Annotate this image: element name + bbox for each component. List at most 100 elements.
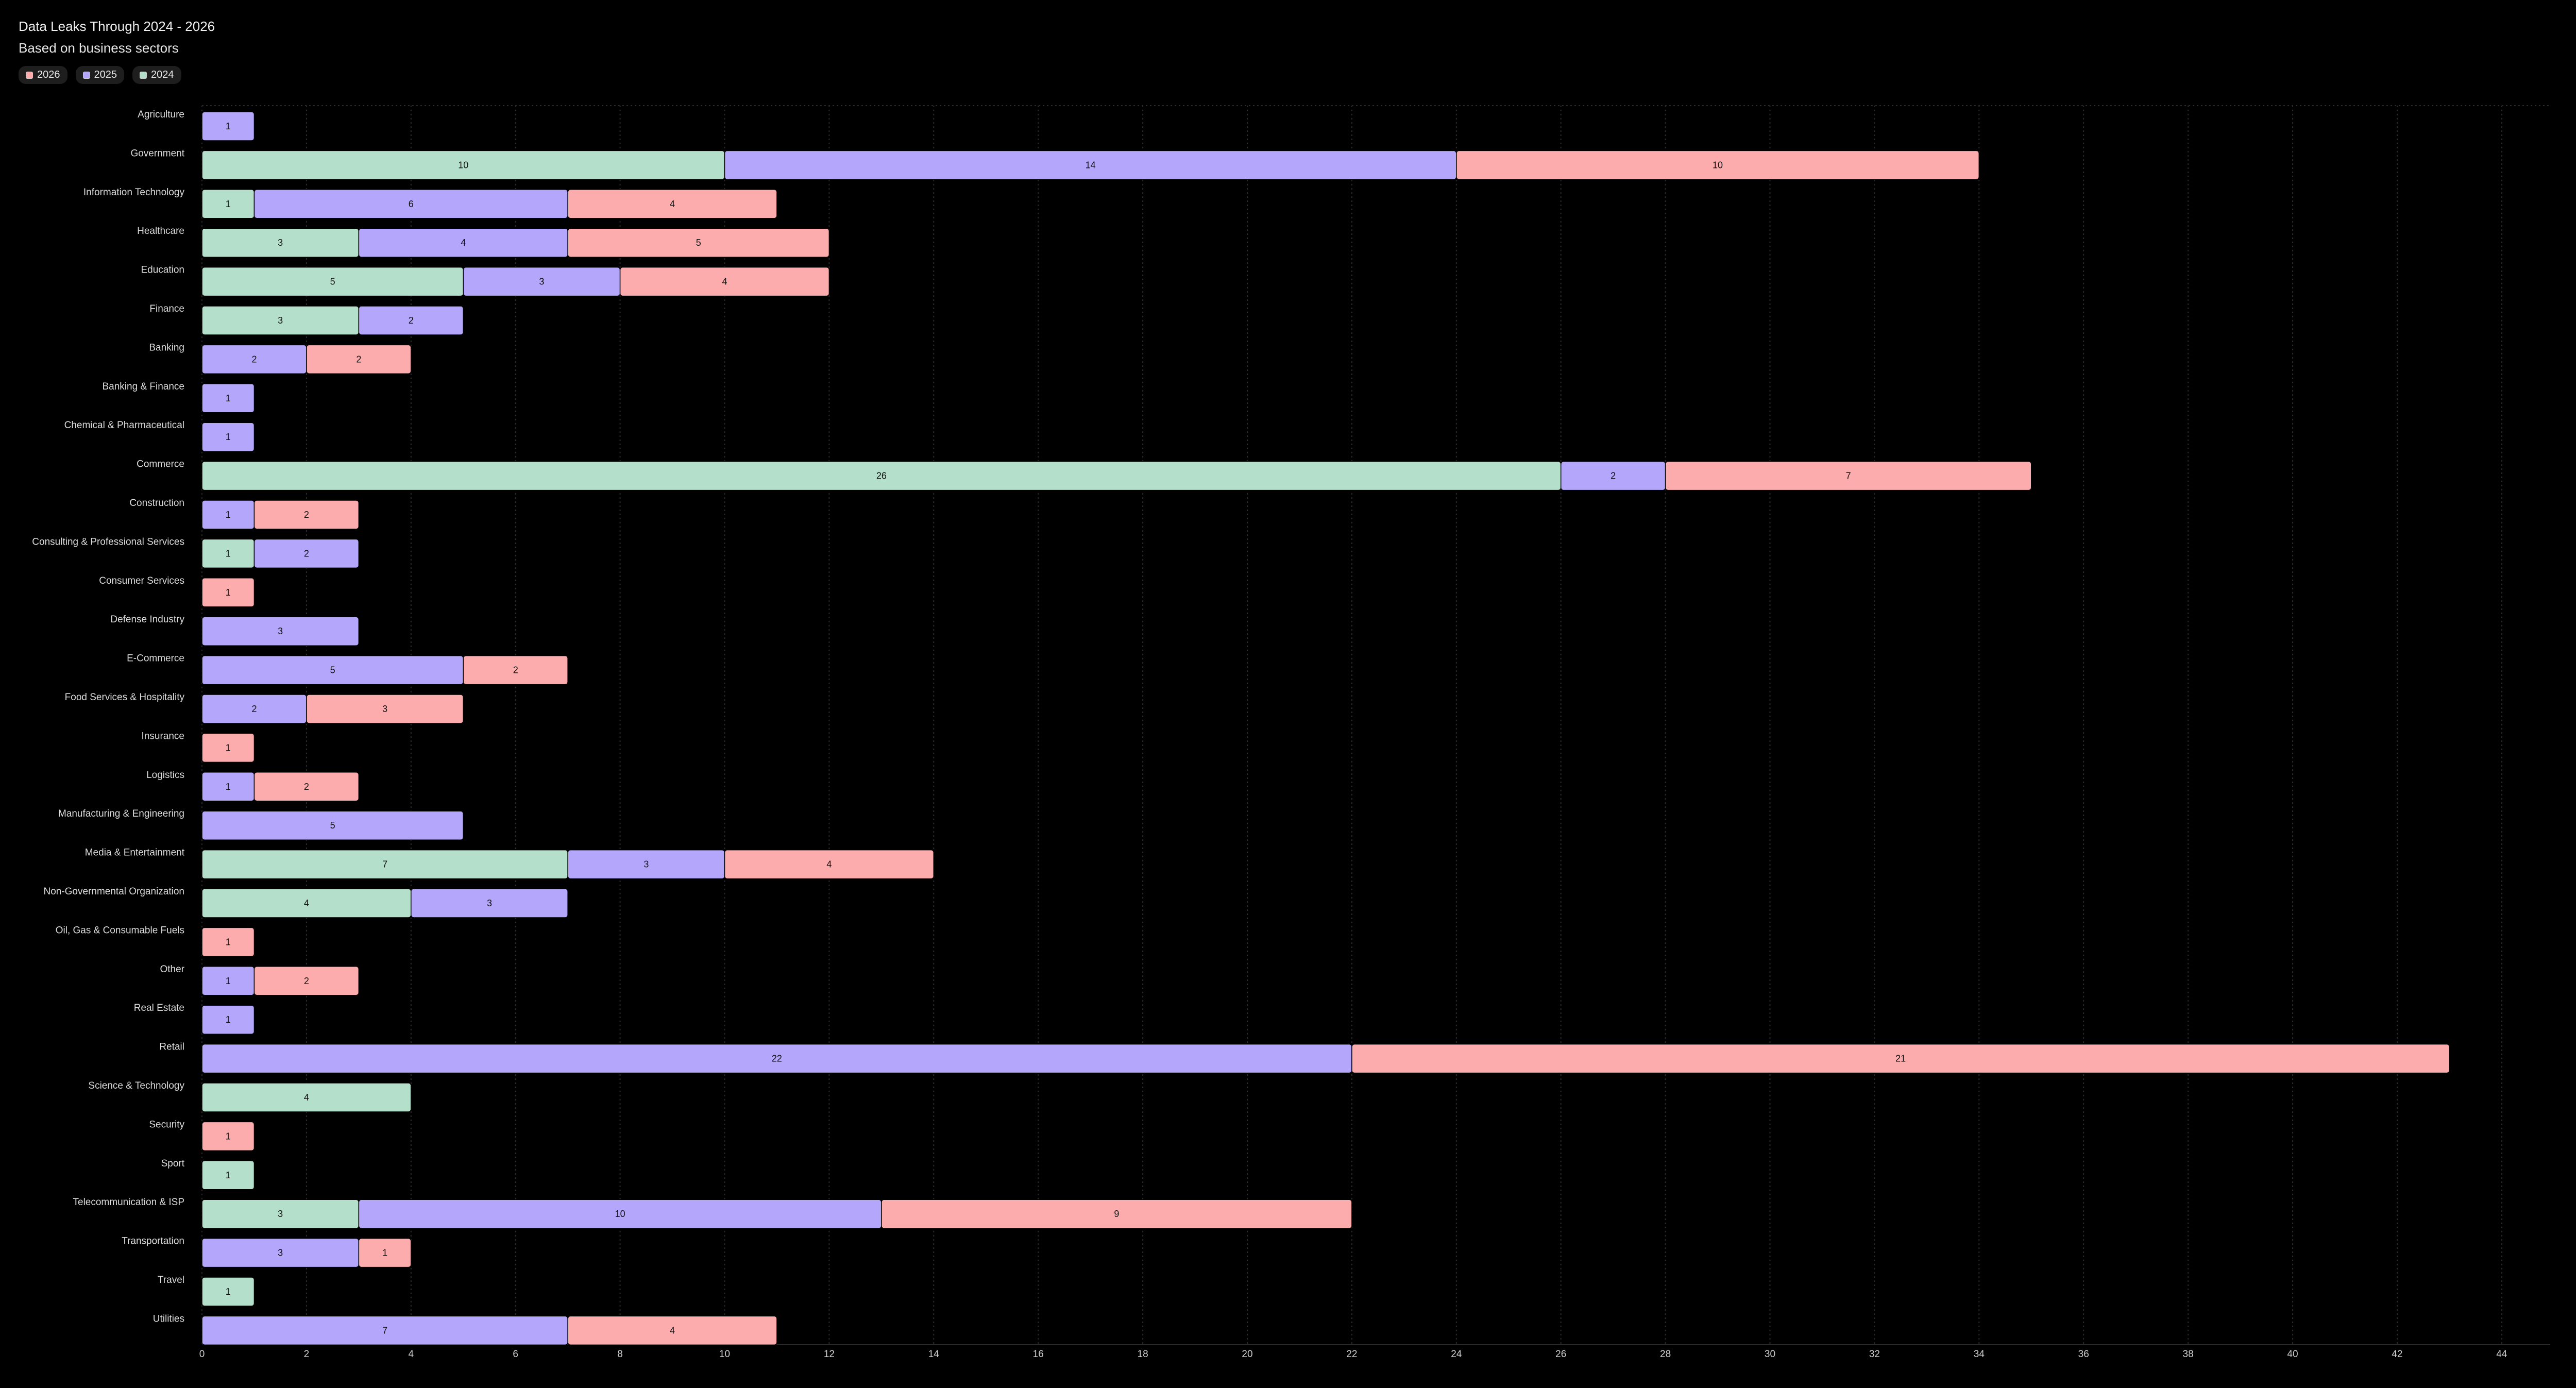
bar-2025	[201, 383, 255, 413]
bar-value-label: 4	[670, 1325, 675, 1335]
bar-2026	[253, 500, 360, 530]
legend-item-2024[interactable]: 2024	[132, 66, 181, 84]
category-label: Sport	[161, 1158, 185, 1169]
category-label: Travel	[158, 1275, 184, 1285]
category-label: Telecommunication & ISP	[73, 1197, 185, 1208]
bar-value-label: 5	[330, 665, 335, 675]
bar-2026	[1351, 1043, 2450, 1074]
bar-2024	[201, 1277, 255, 1307]
bar-2025	[358, 306, 464, 335]
bar-2025	[201, 810, 464, 840]
category-label: Insurance	[142, 731, 184, 741]
x-tick-label: 38	[2183, 1349, 2194, 1360]
bar-value-label: 1	[226, 937, 231, 947]
bar-2026	[253, 772, 360, 802]
bar-2026	[201, 927, 255, 957]
legend-swatch-2024	[140, 71, 147, 79]
legend-swatch-2025	[82, 71, 90, 79]
x-tick-label: 36	[2078, 1349, 2089, 1360]
category-label: Agriculture	[138, 109, 184, 120]
bar-value-label: 5	[696, 238, 701, 248]
bar-value-label: 3	[278, 1248, 283, 1258]
bar-value-label: 1	[226, 393, 231, 403]
bar-value-label: 3	[278, 626, 283, 636]
legend-item-2026[interactable]: 2026	[19, 66, 67, 84]
bar-value-label: 1	[226, 548, 231, 558]
x-tick-label: 10	[719, 1349, 730, 1360]
bar-2025	[411, 888, 568, 918]
bar-2026	[619, 266, 830, 297]
x-tick-label: 42	[2392, 1349, 2402, 1360]
bar-2026	[881, 1199, 1352, 1229]
bar-value-label: 9	[1114, 1209, 1119, 1219]
category-label: Finance	[149, 303, 184, 314]
x-tick-label: 14	[928, 1349, 940, 1360]
category-label: Consulting & Professional Services	[32, 536, 184, 547]
bar-value-label: 6	[409, 199, 414, 209]
bar-value-label: 3	[643, 859, 649, 870]
chart-subtitle: Based on business sectors	[19, 40, 179, 56]
bar-2026	[306, 694, 464, 724]
bar-value-label: 1	[382, 1248, 387, 1258]
chart-title: Data Leaks Through 2024 - 2026	[19, 19, 215, 34]
bar-value-label: 22	[772, 1054, 782, 1064]
category-label: Commerce	[137, 459, 184, 470]
category-label: Healthcare	[137, 226, 184, 236]
legend-label-2024: 2024	[151, 69, 174, 80]
bar-value-label: 1	[226, 510, 231, 520]
bar-value-label: 21	[1895, 1054, 1906, 1064]
legend-label-2026: 2026	[37, 69, 60, 80]
category-label: Utilities	[153, 1313, 184, 1324]
bar-2026	[567, 228, 830, 258]
bar-value-label: 14	[1086, 160, 1096, 170]
category-label: Food Services & Hospitality	[65, 692, 185, 703]
bar-2026	[1456, 150, 1980, 180]
category-label: Consumer Services	[99, 575, 184, 586]
bar-value-label: 4	[722, 277, 727, 287]
category-label: Real Estate	[134, 1003, 184, 1013]
bar-2025	[253, 538, 360, 569]
bar-2026	[201, 578, 255, 607]
x-tick-label: 22	[1346, 1349, 1357, 1360]
bar-2026	[463, 655, 568, 685]
bar-2026	[567, 1315, 777, 1346]
category-label: Defense Industry	[110, 614, 184, 625]
x-tick-label: 12	[824, 1349, 835, 1360]
bar-2024	[201, 1082, 412, 1112]
bar-value-label: 3	[278, 238, 283, 248]
bar-value-label: 4	[461, 238, 466, 248]
x-tick-label: 28	[1660, 1349, 1671, 1360]
category-label: E-Commerce	[127, 653, 184, 664]
bar-value-label: 4	[304, 898, 309, 908]
bar-value-label: 4	[304, 1092, 309, 1103]
bar-value-label: 3	[278, 1209, 283, 1219]
category-label: Non-Governmental Organization	[43, 886, 184, 897]
legend-item-2025[interactable]: 2025	[75, 66, 124, 84]
bar-value-label: 2	[1611, 471, 1616, 481]
bar-value-label: 1	[226, 587, 231, 598]
x-tick-label: 30	[1765, 1349, 1775, 1360]
bar-value-label: 2	[513, 665, 518, 675]
bar-value-label: 2	[304, 782, 309, 792]
category-label: Retail	[159, 1042, 184, 1053]
x-tick-label: 8	[617, 1349, 623, 1360]
bar-value-label: 1	[226, 1287, 231, 1297]
category-label: Banking & Finance	[103, 381, 185, 392]
bar-2025	[201, 422, 255, 452]
bar-2026	[724, 849, 935, 879]
category-label: Media & Entertainment	[85, 848, 185, 858]
bar-value-label: 4	[826, 859, 832, 870]
category-label: Transportation	[122, 1236, 184, 1247]
category-label: Government	[130, 148, 184, 159]
category-label: Security	[149, 1119, 184, 1130]
bar-value-label: 2	[409, 315, 414, 326]
bar-2026	[306, 344, 412, 375]
bar-value-label: 2	[356, 354, 361, 364]
category-label: Science & Technology	[88, 1080, 184, 1091]
category-label: Education	[141, 265, 184, 276]
bar-value-label: 7	[1846, 471, 1851, 481]
x-tick-label: 4	[409, 1349, 414, 1360]
x-tick-label: 0	[199, 1349, 205, 1360]
bar-value-label: 5	[330, 820, 335, 831]
x-tick-label: 2	[304, 1349, 310, 1360]
